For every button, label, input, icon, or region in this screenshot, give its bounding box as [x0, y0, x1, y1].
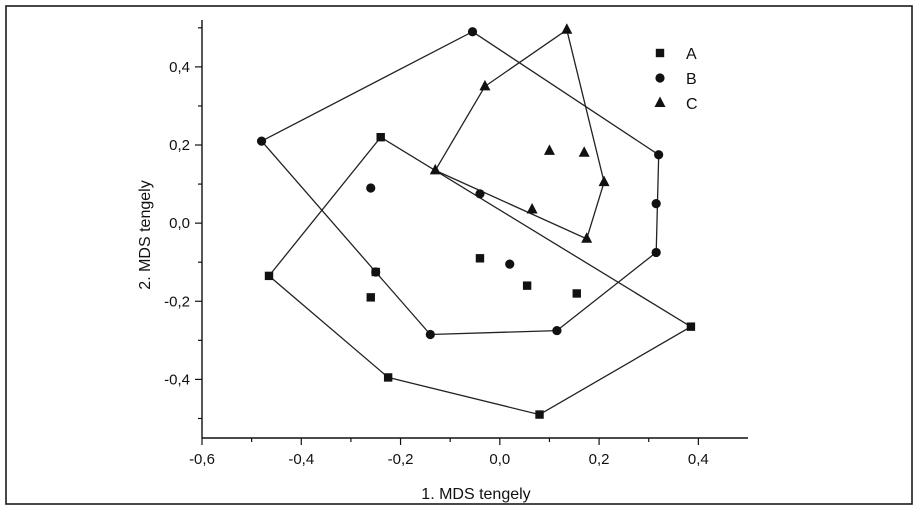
- point-b: [256, 136, 267, 146]
- point-b: [654, 150, 664, 160]
- legend-label-c: C: [686, 96, 698, 113]
- point-b: [651, 247, 661, 258]
- y-tick-label: 0,0: [169, 215, 190, 232]
- point-b: [425, 329, 435, 340]
- point-a: [522, 281, 532, 290]
- axes: -0,6 -0,4 -0,2 0,0 0,2 0,4 -0,4 -0,2 0,0 0,2 0,4: [164, 20, 748, 468]
- point-a: [686, 322, 696, 331]
- point-c: [479, 79, 491, 91]
- hull-b: [260, 30, 660, 336]
- legend-label-b: B: [686, 71, 697, 88]
- point-c: [543, 144, 555, 155]
- x-tick-label: -0,4: [288, 451, 314, 468]
- point-a: [572, 289, 581, 298]
- point-c: [561, 23, 573, 34]
- legend-marker-c: [654, 96, 666, 107]
- x-axis-label: 1. MDS tengely: [421, 486, 530, 503]
- point-b: [552, 325, 562, 336]
- y-tick-label: 0,4: [169, 59, 190, 76]
- point-c: [526, 202, 538, 214]
- hull-a: [268, 136, 693, 416]
- legend-label-a: A: [686, 46, 697, 63]
- point-a: [366, 293, 375, 302]
- hull-polygons: [260, 28, 693, 416]
- point-b: [505, 259, 515, 269]
- point-c: [598, 175, 610, 187]
- x-tick-label: 0,4: [688, 451, 709, 468]
- point-a: [376, 132, 385, 142]
- point-b: [366, 183, 376, 193]
- x-tick-label: -0,2: [388, 451, 414, 468]
- legend-marker-b: [655, 73, 665, 83]
- y-tick-label: -0,2: [164, 293, 190, 310]
- point-b: [371, 267, 381, 277]
- y-axis-label: 2. MDS tengely: [137, 180, 154, 289]
- point-b: [651, 199, 661, 209]
- point-c: [429, 163, 441, 175]
- point-b: [475, 189, 485, 199]
- data-points: [256, 23, 696, 419]
- point-c: [578, 146, 590, 157]
- legend: ABC: [654, 46, 698, 113]
- hull-c: [434, 28, 605, 240]
- x-tick-label: -0,6: [189, 451, 215, 468]
- y-tick-label: -0,4: [164, 371, 190, 388]
- chart-frame: [5, 5, 913, 505]
- point-a: [264, 271, 274, 281]
- point-a: [475, 254, 485, 263]
- point-a: [383, 373, 393, 382]
- point-a: [535, 410, 544, 419]
- point-b: [467, 27, 478, 37]
- point-c: [581, 232, 593, 243]
- legend-marker-a: [655, 48, 665, 58]
- x-tick-label: 0,0: [489, 451, 510, 468]
- x-tick-label: 0,2: [589, 451, 610, 468]
- y-tick-label: 0,2: [169, 137, 190, 154]
